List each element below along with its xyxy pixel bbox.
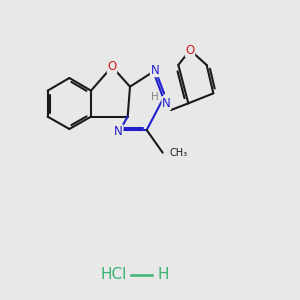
- Text: N: N: [114, 125, 123, 138]
- Text: CH₃: CH₃: [169, 148, 188, 158]
- Text: H: H: [151, 92, 159, 102]
- Text: H: H: [158, 267, 169, 282]
- Text: O: O: [107, 60, 117, 73]
- Text: N: N: [151, 64, 159, 77]
- Text: N: N: [162, 97, 171, 110]
- Text: HCl: HCl: [101, 267, 127, 282]
- Text: O: O: [185, 44, 195, 56]
